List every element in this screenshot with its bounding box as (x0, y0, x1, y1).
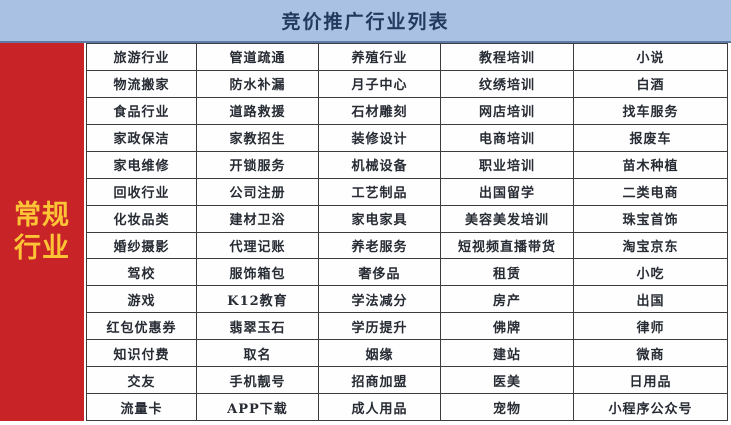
industry-cell: 佛牌 (441, 313, 574, 341)
industry-cell: 装修设计 (319, 124, 441, 152)
industry-cell: 日用品 (574, 367, 728, 395)
industry-cell: 小说 (574, 44, 728, 71)
industry-cell: 工艺制品 (319, 178, 441, 206)
industry-cell: 医美 (441, 367, 574, 395)
industry-cell: 建材卫浴 (197, 205, 319, 233)
industry-cell: 姻缘 (319, 340, 441, 368)
industry-cell: 月子中心 (319, 70, 441, 98)
industry-cell: 公司注册 (197, 178, 319, 206)
category-label-line1: 常规 (14, 199, 70, 231)
industry-cell: 学历提升 (319, 313, 441, 341)
industry-cell: 机械设备 (319, 151, 441, 179)
industry-cell: 开锁服务 (197, 151, 319, 179)
industry-cell: 律师 (574, 313, 728, 341)
industry-cell: 养殖行业 (319, 44, 441, 71)
industry-cell: 纹绣培训 (441, 70, 574, 98)
industry-cell: 成人用品 (319, 394, 441, 421)
industry-cell: 建站 (441, 340, 574, 368)
category-sidebar: 常规 行业 (0, 43, 84, 421)
table-body: 常规 行业 旅游行业 管道疏通 养殖行业 教程培训 小说物流搬家 防水补漏 月子中心 纹绣培训… (0, 43, 731, 425)
industry-cell: 出国留学 (441, 178, 574, 206)
industry-cell: 食品行业 (87, 97, 197, 125)
industry-cell: 驾校 (87, 259, 197, 287)
industry-grid: 旅游行业 管道疏通 养殖行业 教程培训 小说物流搬家 防水补漏 月子中心 纹绣培训 白酒食品行业… (86, 43, 728, 421)
industry-cell: 房产 (441, 286, 574, 314)
category-label-line2: 行业 (14, 233, 70, 264)
industry-cell: 美容美发培训 (441, 205, 574, 233)
industry-cell: 婚纱摄影 (87, 232, 197, 260)
industry-cell: APP下载 (197, 394, 319, 421)
page-header: 竞价推广行业列表 (0, 0, 731, 43)
industry-cell: 手机靓号 (197, 367, 319, 395)
industry-cell: 家电家具 (319, 205, 441, 233)
industry-cell: 淘宝京东 (574, 232, 728, 260)
industry-cell: 报废车 (574, 124, 728, 152)
industry-cell: 奢侈品 (319, 259, 441, 287)
industry-cell: 网店培训 (441, 97, 574, 125)
industry-cell: 招商加盟 (319, 367, 441, 395)
industry-cell: 管道疏通 (197, 44, 319, 71)
industry-cell: 白酒 (574, 70, 728, 98)
industry-cell: 知识付费 (87, 340, 197, 368)
industry-cell: 化妆品类 (87, 205, 197, 233)
industry-cell: 珠宝首饰 (574, 205, 728, 233)
industry-cell: 宠物 (441, 394, 574, 421)
industry-cell: 取名 (197, 340, 319, 368)
industry-cell: 流量卡 (87, 394, 197, 421)
industry-cell: 苗木种植 (574, 151, 728, 179)
industry-cell: 小吃 (574, 259, 728, 287)
industry-cell: 游戏 (87, 286, 197, 314)
industry-cell: 二类电商 (574, 178, 728, 206)
industry-cell: 养老服务 (319, 232, 441, 260)
industry-cell: 教程培训 (441, 44, 574, 71)
industry-cell: 家教招生 (197, 124, 319, 152)
industry-cell: 服饰箱包 (197, 259, 319, 287)
industry-cell: 微商 (574, 340, 728, 368)
industry-cell: 交友 (87, 367, 197, 395)
industry-cell: 家电维修 (87, 151, 197, 179)
industry-cell: K12教育 (197, 286, 319, 314)
industry-cell: 红包优惠券 (87, 313, 197, 341)
industry-cell: 防水补漏 (197, 70, 319, 98)
industry-cell: 回收行业 (87, 178, 197, 206)
industry-cell: 石材雕刻 (319, 97, 441, 125)
industry-cell: 家政保洁 (87, 124, 197, 152)
page-title: 竞价推广行业列表 (281, 11, 450, 33)
industry-cell: 学法减分 (319, 286, 441, 314)
industry-cell: 出国 (574, 286, 728, 314)
industry-cell: 物流搬家 (87, 70, 197, 98)
industry-cell: 旅游行业 (87, 44, 197, 71)
industry-cell: 职业培训 (441, 151, 574, 179)
industry-cell: 租赁 (441, 259, 574, 287)
industry-cell: 小程序公众号 (574, 394, 728, 421)
industry-cell: 道路救援 (197, 97, 319, 125)
industry-cell: 短视频直播带货 (441, 232, 574, 260)
industry-cell: 找车服务 (574, 97, 728, 125)
industry-cell: 代理记账 (197, 232, 319, 260)
industry-cell: 电商培训 (441, 124, 574, 152)
industry-cell: 翡翠玉石 (197, 313, 319, 341)
